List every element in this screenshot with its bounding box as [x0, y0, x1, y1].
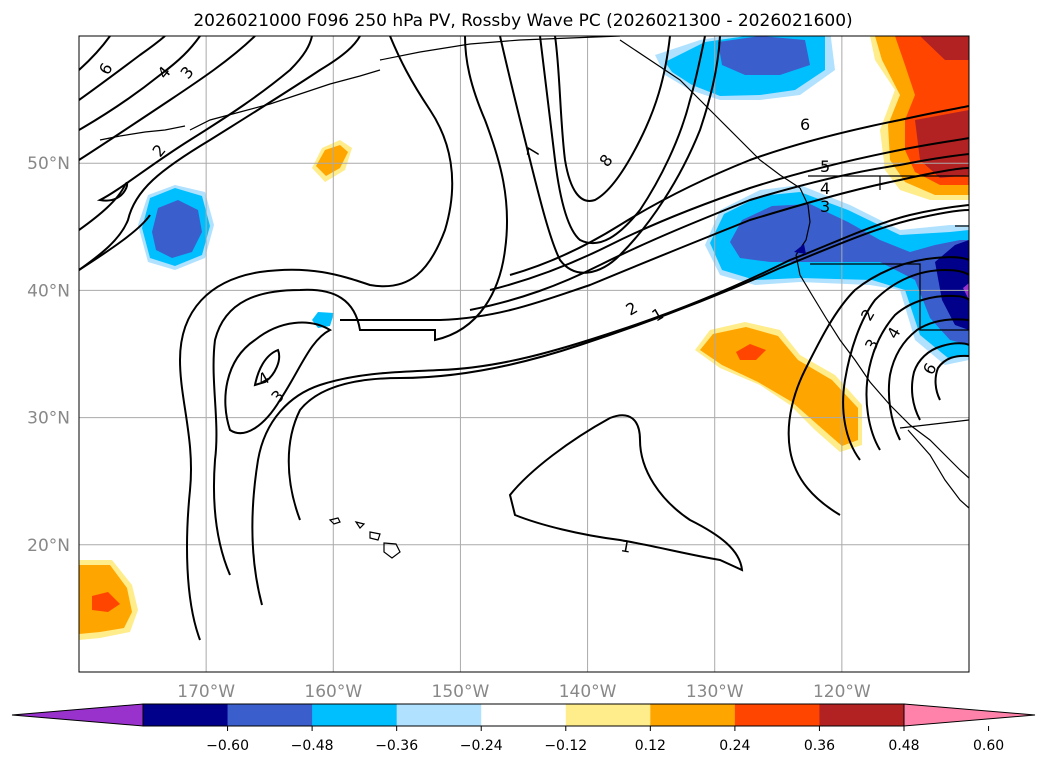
colorbar-tick-label: −0.12	[544, 738, 587, 754]
coast-alaska-peninsula	[189, 69, 381, 131]
contour-ridge-4	[469, 153, 969, 311]
colorbar-tick-label: −0.24	[460, 738, 503, 754]
contour-label: 7	[523, 145, 543, 158]
lat-tick-label: 30°N	[27, 409, 70, 429]
lon-tick-label: 120°W	[813, 682, 871, 702]
coast-gulf-alaska	[379, 36, 621, 61]
anomaly-small-orange	[316, 145, 348, 176]
colorbar-tick-label: 0.12	[635, 738, 666, 754]
colorbar-tick-label: 0.36	[804, 738, 835, 754]
lon-tick-label: 140°W	[559, 682, 617, 702]
lon-tick-label: 150°W	[432, 682, 490, 702]
contour-trough-8	[539, 36, 706, 245]
map-panel: 6 4 3 2 7 8 6 5 4 3 2 1 4 3 2 3 4 6 1	[79, 36, 969, 672]
coast-baja	[907, 429, 969, 509]
contour-label: 6	[800, 115, 810, 134]
anomaly-bc-dark	[718, 36, 810, 75]
contour-nw-2	[79, 36, 256, 161]
contour-ridge-5	[489, 137, 969, 291]
contour-label: 1	[619, 536, 632, 556]
contour-east-1	[787, 256, 969, 516]
contour-ridge-1	[251, 204, 969, 606]
contour-west-2	[79, 36, 313, 231]
colorbar-segment	[650, 704, 736, 726]
colorbar-segment	[734, 704, 820, 726]
contour-wave-4a	[253, 348, 281, 387]
colorbar-tick-label: −0.60	[206, 738, 249, 754]
colorbar-segment	[819, 704, 905, 726]
colorbar-extend-low	[11, 703, 144, 727]
colorbar-segment	[565, 704, 651, 726]
colorbar-tick-label: 0.24	[719, 738, 750, 754]
contour-east-7	[934, 354, 969, 401]
contour-label: 3	[820, 197, 830, 216]
map-background	[79, 36, 969, 672]
colorbar-segment	[227, 704, 313, 726]
colorbar: −0.60 −0.48 −0.36 −0.24 −0.12 0.12 0.24 0.36 0.4…	[11, 703, 1036, 754]
coast-california	[795, 254, 969, 479]
contour-trough-inner	[554, 36, 671, 202]
colorbar-tick-label: 0.60	[973, 738, 1004, 754]
contour-wave-3a	[224, 321, 333, 435]
contour-label: 4	[820, 179, 830, 198]
contour-subtropical-1	[178, 36, 454, 641]
anomaly-west-dark	[152, 200, 202, 258]
colorbar-segment	[143, 704, 229, 726]
contour-subtropical-2	[212, 36, 508, 576]
contour-ridge-6	[509, 105, 969, 276]
anomaly-ca-dark	[730, 204, 969, 345]
coast-pacific-nw	[795, 187, 811, 256]
contour-ridge-3	[340, 167, 969, 321]
lat-tick-label: 20°N	[27, 536, 70, 556]
anomaly-ca-navy	[935, 240, 969, 330]
contour-nw-3	[79, 36, 201, 131]
state-border-2	[810, 263, 969, 331]
map-frame	[78, 35, 970, 673]
contour-east-6	[911, 342, 969, 421]
contour-trough-7	[499, 36, 721, 274]
colorbar-frame	[142, 703, 905, 727]
contour-big-trough-1	[79, 214, 151, 271]
figure-title: 2026021000 F096 250 hPa PV, Rossby Wave …	[193, 11, 852, 31]
hawaii-islands	[328, 517, 401, 559]
contour-nw-6	[79, 36, 111, 71]
colorbar-tick-label: 0.48	[888, 738, 919, 754]
front-marker	[794, 244, 806, 254]
axis-tick-labels: 170°W 160°W 150°W 140°W 130°W 120°W 20°N…	[27, 154, 871, 702]
anomaly-ne-firebrick	[915, 36, 969, 178]
colorbar-extend-high	[903, 703, 1036, 727]
contour-cutoff-1	[508, 414, 744, 572]
contour-west-1	[79, 36, 361, 271]
coast-southeast-alaska	[619, 39, 801, 189]
lon-tick-label: 160°W	[304, 682, 362, 702]
contour-nw-4	[79, 36, 166, 101]
colorbar-segment	[396, 704, 482, 726]
colorbar-segment	[481, 704, 567, 726]
contour-ridge-2	[287, 209, 969, 521]
contour-east-2	[842, 268, 969, 461]
colorbar-tick-label: −0.36	[375, 738, 418, 754]
contour-east-3	[865, 294, 969, 451]
contour-east-4	[887, 318, 969, 441]
anomaly-ca-orchid	[963, 283, 969, 300]
pv-contours	[79, 36, 969, 641]
lat-tick-label: 40°N	[27, 281, 70, 301]
contour-label: 5	[820, 157, 830, 176]
lat-tick-label: 50°N	[27, 154, 70, 174]
anomaly-sw-orangered	[92, 592, 120, 612]
lon-tick-label: 130°W	[686, 682, 744, 702]
border-us-mexico	[899, 419, 969, 429]
pv-anomaly-shading	[79, 36, 969, 640]
lon-tick-label: 170°W	[177, 682, 235, 702]
colorbar-tick-label: −0.48	[291, 738, 334, 754]
colorbar-segment	[312, 704, 398, 726]
anomaly-central-orangered	[736, 344, 766, 360]
